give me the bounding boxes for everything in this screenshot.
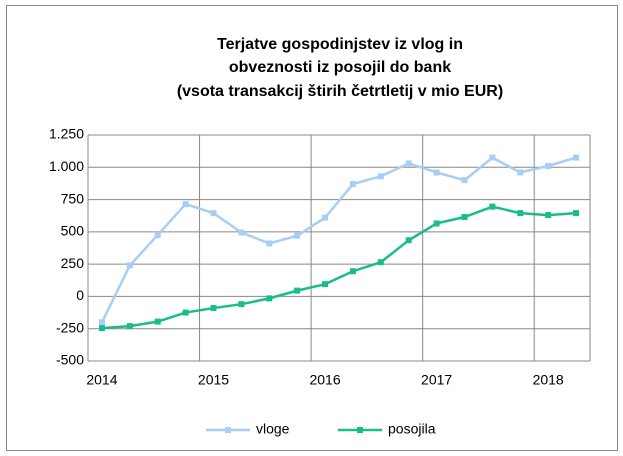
y-tick-label: 1.000	[49, 158, 84, 174]
data-point	[210, 305, 217, 312]
chart-title: obveznosti iz posojil do bank	[229, 59, 451, 76]
legend-label: vloge	[256, 421, 290, 437]
chart-title: Terjatve gospodinjstev iz vlog in	[217, 36, 463, 53]
legend-label: posojila	[388, 421, 436, 437]
data-point	[98, 325, 105, 332]
legend-marker	[357, 427, 363, 433]
data-point	[377, 259, 384, 266]
data-point	[322, 281, 329, 288]
x-tick-label: 2016	[309, 372, 340, 388]
data-point	[349, 268, 356, 275]
data-point	[294, 232, 301, 239]
data-point	[489, 154, 496, 161]
series-line	[101, 205, 577, 330]
data-point	[461, 214, 468, 221]
data-point	[573, 154, 580, 161]
data-point	[98, 319, 105, 326]
data-point	[238, 301, 245, 308]
data-point	[238, 229, 245, 236]
data-point	[377, 173, 384, 180]
y-tick-label: 1.250	[49, 126, 84, 142]
data-point	[154, 232, 161, 239]
y-tick-label: 750	[61, 190, 85, 206]
y-tick-label: -500	[56, 352, 84, 368]
x-tick-label: 2014	[86, 372, 117, 388]
data-point	[517, 169, 524, 176]
data-point	[433, 220, 440, 227]
data-point	[489, 203, 496, 210]
data-point	[405, 160, 412, 167]
data-point	[545, 212, 552, 219]
data-point	[573, 210, 580, 217]
x-tick-label: 2017	[421, 372, 452, 388]
y-tick-label: 0	[76, 287, 84, 303]
data-point	[349, 181, 356, 188]
data-point	[126, 262, 133, 269]
data-point	[210, 210, 217, 217]
x-tick-label: 2018	[533, 372, 564, 388]
data-point	[182, 201, 189, 208]
y-tick-label: -250	[56, 319, 84, 335]
series-line	[100, 156, 577, 323]
chart-title: (vsota transakcij štirih četrtletij v mi…	[177, 83, 503, 100]
data-point	[182, 309, 189, 316]
data-point	[266, 240, 273, 247]
data-point	[433, 169, 440, 176]
x-tick-label: 2015	[198, 372, 229, 388]
data-point	[126, 323, 133, 330]
data-point	[322, 214, 329, 221]
data-point	[154, 318, 161, 325]
data-point	[294, 287, 301, 294]
data-point	[545, 162, 552, 169]
y-tick-label: 250	[61, 255, 85, 271]
data-point	[461, 177, 468, 184]
y-tick-label: 500	[61, 223, 85, 239]
legend-marker	[225, 427, 231, 433]
data-point	[266, 295, 273, 302]
data-point	[405, 237, 412, 244]
chart-frame	[6, 5, 618, 451]
data-point	[517, 210, 524, 217]
